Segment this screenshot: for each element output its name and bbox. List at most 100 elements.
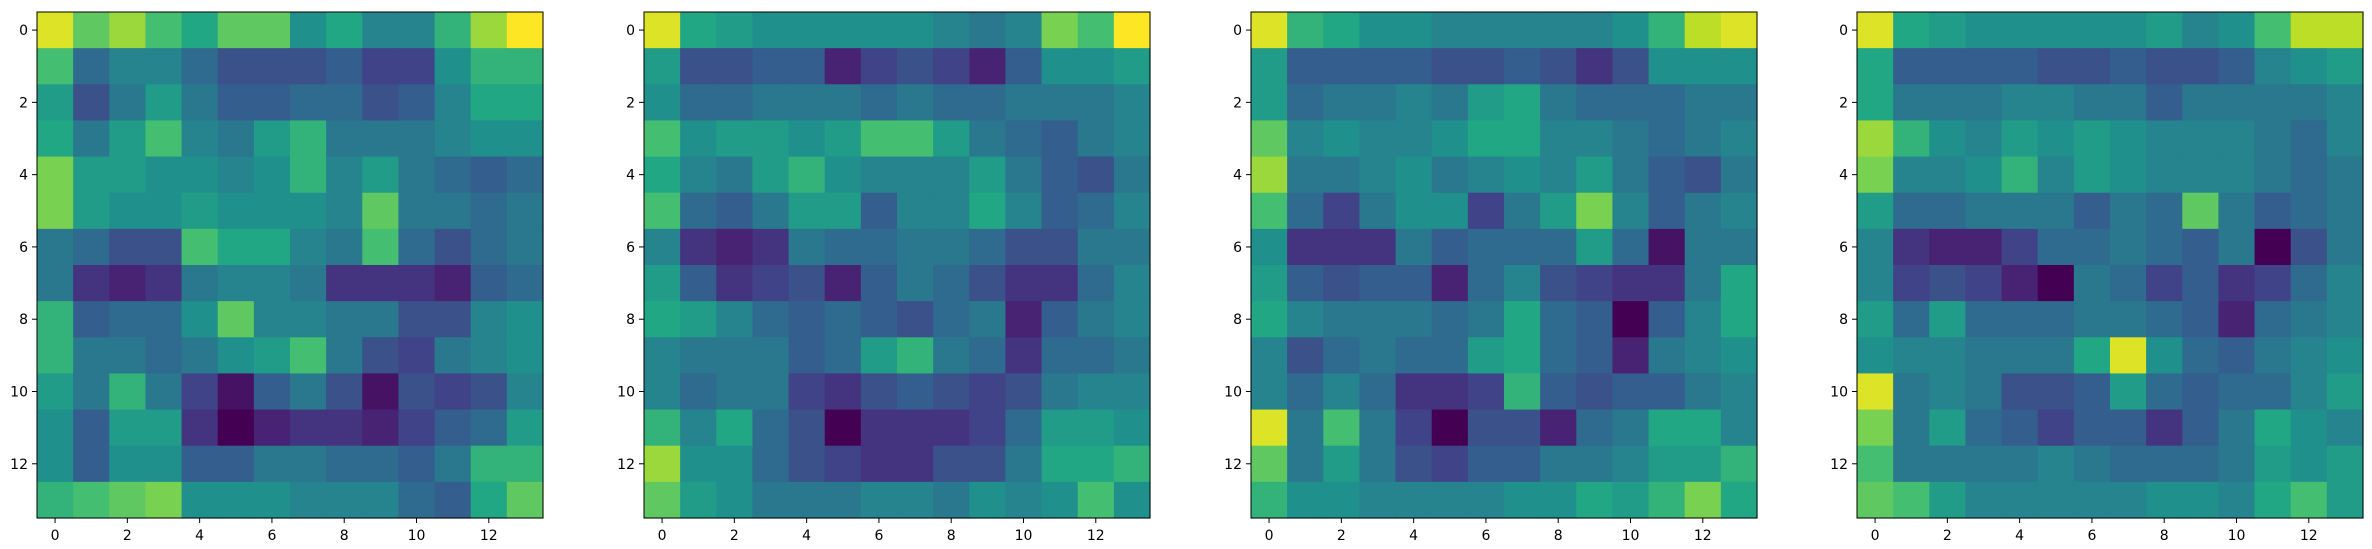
heatmap-cell — [1648, 84, 1686, 122]
heatmap-cell — [2037, 228, 2075, 266]
heatmap-cell — [434, 481, 472, 519]
heatmap-cell — [1684, 373, 1722, 411]
heatmap-cell — [680, 481, 717, 519]
heatmap-cell — [217, 301, 255, 338]
heatmap-cell — [1041, 12, 1079, 49]
heatmap-cell — [1929, 373, 1967, 411]
heatmap-cell — [969, 373, 1007, 411]
heatmap-cell — [181, 156, 219, 194]
heatmap-cell — [1005, 156, 1043, 194]
heatmap-cell — [1929, 481, 1967, 519]
heatmap-cell — [145, 301, 183, 338]
heatmap-cell — [1648, 192, 1686, 230]
heatmap-cell — [1893, 445, 1930, 483]
heatmap-cell — [1540, 481, 1577, 519]
heatmap-cell — [933, 192, 970, 230]
heatmap-cell — [2218, 445, 2256, 483]
heatmap-cell — [1540, 265, 1577, 302]
heatmap-cell — [1467, 445, 1505, 483]
y-tick-label: 4 — [1233, 168, 1242, 184]
heatmap-cell — [969, 84, 1007, 122]
heatmap-cell — [2146, 373, 2183, 411]
heatmap-cell — [1612, 265, 1650, 302]
heatmap-cell — [470, 265, 508, 302]
heatmap-cell — [362, 409, 400, 447]
heatmap-cell — [1041, 409, 1079, 447]
heatmap-cell — [73, 445, 110, 483]
heatmap-cell — [680, 265, 717, 302]
heatmap-cell — [644, 373, 681, 411]
heatmap-cell — [1077, 228, 1115, 266]
heatmap-cell — [326, 84, 363, 122]
y-tick-label: 10 — [617, 385, 635, 401]
heatmap-cell — [1720, 84, 1758, 122]
heatmap-cell — [470, 12, 508, 49]
heatmap-cell — [2073, 120, 2111, 158]
heatmap-cell — [1113, 192, 1151, 230]
heatmap-cell — [398, 481, 436, 519]
heatmap-cell — [506, 84, 544, 122]
heatmap-cell — [1648, 12, 1686, 49]
heatmap-cell — [1929, 120, 1967, 158]
heatmap-cell — [1857, 265, 1894, 302]
heatmap-cell — [1041, 228, 1079, 266]
heatmap-cell — [860, 409, 898, 447]
heatmap-cell — [1929, 409, 1967, 447]
heatmap-cell — [470, 120, 508, 158]
heatmap-cell — [897, 48, 934, 85]
heatmap-cell — [2182, 228, 2220, 266]
heatmap-cell — [824, 192, 862, 230]
heatmap-cell — [1893, 228, 1930, 266]
heatmap-cell — [1857, 445, 1894, 483]
heatmap-cell — [1431, 409, 1469, 447]
heatmap-cell — [2037, 120, 2075, 158]
heatmap-cell — [2001, 12, 2039, 49]
heatmap-cell — [2326, 228, 2364, 266]
heatmap-cell — [1504, 228, 1541, 266]
heatmap-cell — [1287, 301, 1324, 338]
heatmap-cell — [326, 228, 363, 266]
heatmap-cell — [2290, 120, 2328, 158]
heatmap-cell — [2037, 373, 2075, 411]
x-tick-label: 2 — [123, 528, 132, 544]
heatmap-cell — [680, 48, 717, 85]
heatmap-cell — [253, 301, 291, 338]
heatmap-cell — [1929, 48, 1967, 85]
heatmap-cell — [398, 445, 436, 483]
heatmap-cell — [145, 156, 183, 194]
heatmap-cell — [290, 120, 327, 158]
heatmap-cell — [362, 337, 400, 375]
heatmap-cell — [824, 228, 862, 266]
heatmap-cell — [716, 337, 754, 375]
heatmap-cell — [1576, 156, 1614, 194]
heatmap-cell — [1467, 12, 1505, 49]
heatmap-cell — [506, 120, 544, 158]
y-tick-label: 8 — [1839, 312, 1848, 328]
heatmap-cell — [37, 84, 74, 122]
heatmap-cell — [2073, 48, 2111, 85]
heatmap-cell — [434, 265, 472, 302]
heatmap-cell — [1251, 12, 1288, 49]
heatmap-cell — [1395, 156, 1433, 194]
heatmap-cell — [2001, 192, 2039, 230]
heatmap-cell — [2218, 84, 2256, 122]
heatmap-cell — [1287, 481, 1324, 519]
heatmap-cell — [2110, 301, 2147, 338]
heatmap-cell — [145, 481, 183, 519]
heatmap-cell — [181, 228, 219, 266]
heatmap-cell — [1395, 373, 1433, 411]
heatmap-cell — [788, 84, 826, 122]
heatmap-cell — [1720, 373, 1758, 411]
heatmap-cell — [1504, 301, 1541, 338]
heatmap-cell — [752, 265, 790, 302]
heatmap-cell — [1612, 228, 1650, 266]
heatmap-cell — [2146, 192, 2183, 230]
heatmap-cell — [2146, 12, 2183, 49]
heatmap-cell — [1323, 12, 1361, 49]
heatmap-cell — [1576, 228, 1614, 266]
heatmap-cell — [1720, 265, 1758, 302]
heatmap-cell — [897, 192, 934, 230]
heatmap-cell — [933, 373, 970, 411]
heatmap-cell — [1684, 120, 1722, 158]
heatmap-cell — [2290, 445, 2328, 483]
